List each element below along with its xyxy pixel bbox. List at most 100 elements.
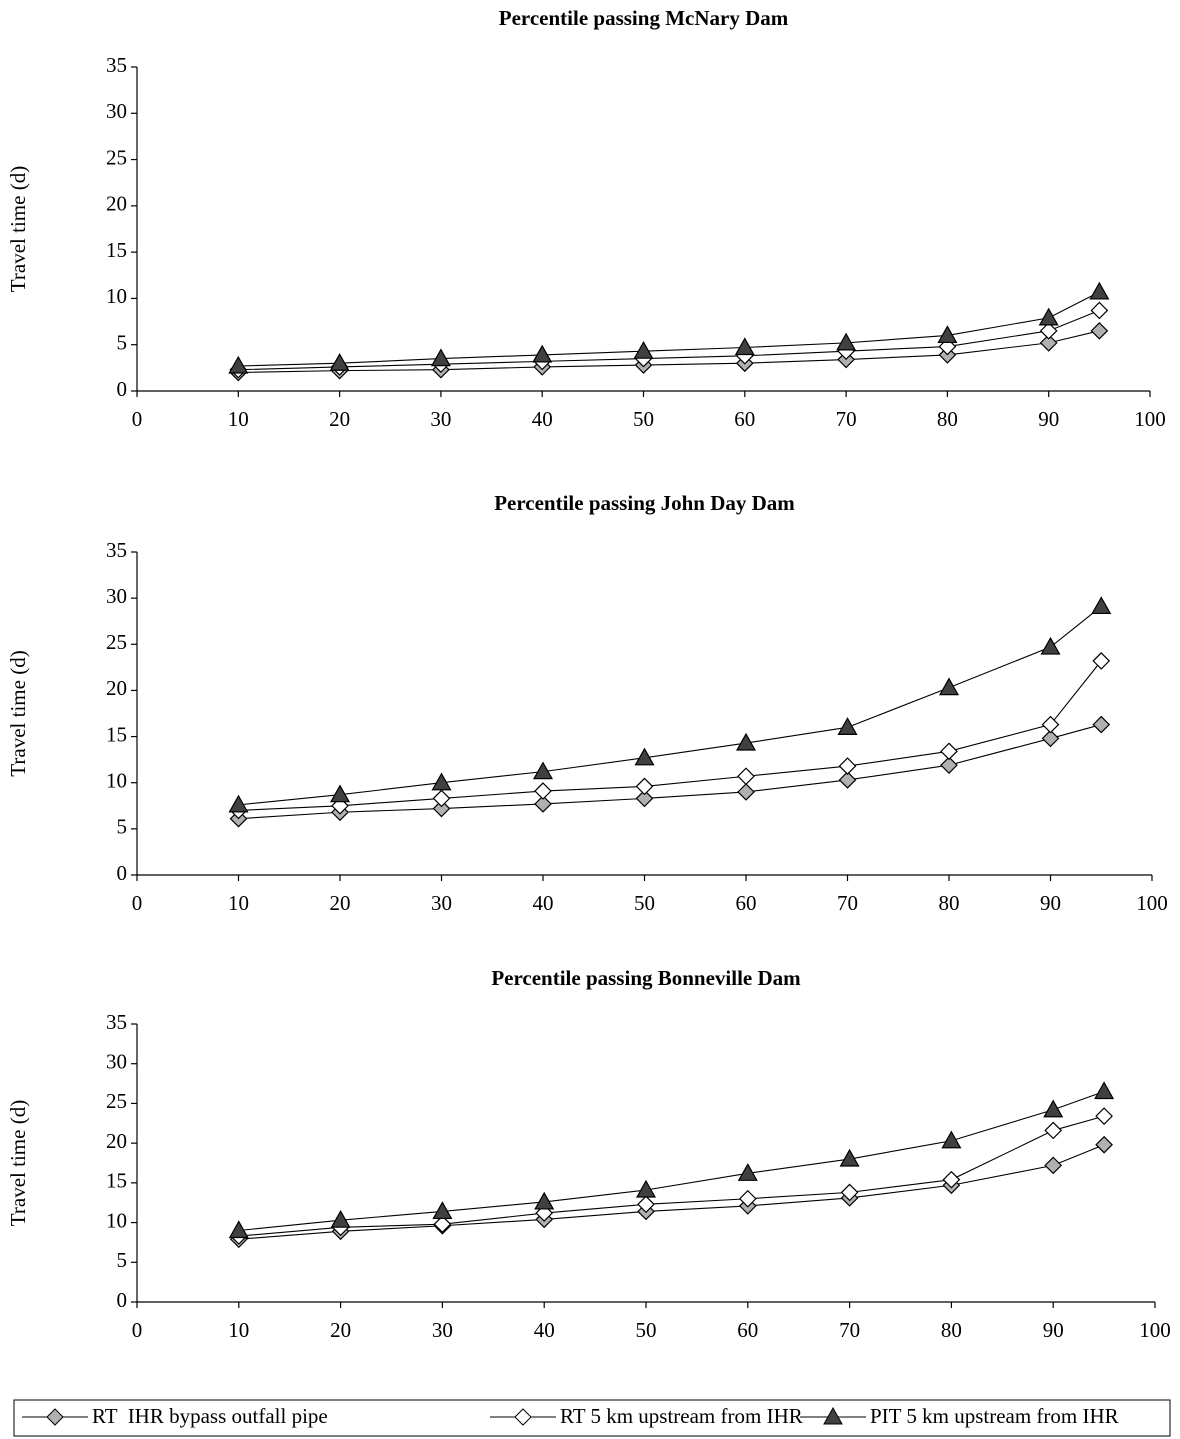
x-tick-label: 10 (228, 407, 249, 431)
y-tick-label: 15 (106, 238, 127, 262)
x-tick-label: 60 (737, 1318, 758, 1342)
y-tick-label: 35 (106, 538, 127, 562)
marker (1089, 281, 1110, 300)
marker (837, 717, 858, 735)
x-tick-label: 100 (1136, 891, 1168, 915)
marker (431, 772, 452, 791)
y-tick-label: 25 (106, 145, 127, 169)
x-tick-label: 80 (939, 891, 960, 915)
y-axis-label: Travel time (d) (6, 650, 30, 776)
marker (329, 353, 350, 371)
x-tick-label: 90 (1043, 1318, 1064, 1342)
marker (1043, 1099, 1064, 1118)
marker (1041, 715, 1060, 734)
y-axis-label: Travel time (d) (6, 166, 30, 292)
x-tick-label: 60 (734, 407, 755, 431)
y-tick-label: 5 (117, 815, 128, 839)
marker (839, 1148, 860, 1167)
marker (1039, 321, 1058, 340)
marker (1094, 1081, 1115, 1100)
marker (1092, 652, 1111, 670)
x-tick-label: 0 (132, 891, 143, 915)
marker (1090, 321, 1109, 340)
chart-title: Percentile passing John Day Dam (494, 491, 795, 515)
y-tick-label: 20 (106, 192, 127, 216)
legend-box (13, 1399, 1171, 1437)
marker (534, 1191, 555, 1210)
marker (633, 340, 654, 359)
y-tick-label: 0 (117, 1288, 128, 1312)
y-tick-label: 30 (106, 1050, 127, 1074)
marker (1044, 1156, 1063, 1175)
series-line (238, 606, 1102, 806)
marker (1040, 636, 1061, 655)
marker (432, 789, 451, 808)
x-tick-label: 70 (836, 407, 857, 431)
marker (329, 784, 351, 803)
marker (942, 1170, 961, 1189)
marker (228, 355, 249, 374)
marker (737, 767, 755, 786)
series-line (238, 1115, 1105, 1237)
x-tick-label: 90 (1040, 891, 1061, 915)
marker (228, 794, 249, 813)
marker (734, 337, 755, 356)
marker (737, 1163, 758, 1181)
marker (838, 771, 857, 789)
y-tick-label: 35 (106, 1010, 127, 1034)
x-tick-label: 30 (431, 891, 452, 915)
legend-label: PIT 5 km upstream from IHR (870, 1404, 1119, 1428)
marker (330, 1209, 351, 1228)
x-tick-label: 80 (941, 1318, 962, 1342)
y-tick-label: 20 (106, 1129, 127, 1153)
x-tick-label: 10 (228, 891, 249, 915)
marker (1095, 1135, 1113, 1154)
x-tick-label: 0 (132, 1318, 143, 1342)
x-tick-label: 100 (1139, 1318, 1171, 1342)
x-tick-label: 20 (330, 891, 351, 915)
series-line (238, 1144, 1105, 1240)
x-tick-label: 50 (634, 891, 655, 915)
marker (1095, 1107, 1113, 1125)
x-tick-label: 100 (1134, 407, 1166, 431)
y-tick-label: 5 (117, 331, 128, 355)
y-tick-label: 35 (106, 53, 127, 77)
chart-title: Percentile passing McNary Dam (499, 6, 789, 30)
y-tick-label: 25 (106, 1089, 127, 1113)
marker (937, 325, 958, 344)
y-tick-label: 10 (106, 769, 127, 793)
marker (635, 777, 654, 796)
series-line (238, 330, 1100, 374)
x-tick-label: 70 (839, 1318, 860, 1342)
marker (940, 756, 958, 775)
marker (1038, 307, 1059, 326)
x-tick-label: 40 (533, 891, 554, 915)
x-tick-label: 50 (636, 1318, 657, 1342)
x-tick-label: 20 (329, 407, 350, 431)
marker (938, 677, 960, 696)
series-line (238, 724, 1102, 820)
marker (941, 1130, 962, 1149)
chart-title: Percentile passing Bonneville Dam (491, 966, 801, 990)
y-tick-label: 5 (117, 1248, 128, 1272)
x-tick-label: 20 (330, 1318, 351, 1342)
marker (635, 789, 654, 808)
y-tick-label: 30 (106, 99, 127, 123)
legend-marker (514, 1408, 532, 1426)
legend-label: RT 5 km upstream from IHR (560, 1404, 803, 1428)
marker (738, 1189, 757, 1208)
marker (432, 1201, 453, 1220)
x-tick-label: 50 (633, 407, 654, 431)
marker (1039, 334, 1058, 352)
x-tick-label: 10 (228, 1318, 249, 1342)
y-tick-label: 0 (117, 861, 128, 885)
marker (1041, 729, 1060, 748)
marker (1090, 301, 1109, 320)
marker (635, 1179, 657, 1198)
marker (433, 1215, 452, 1234)
legend-label: RT IHR bypass outfall pipe (92, 1404, 328, 1428)
series-line (238, 660, 1102, 811)
marker (532, 761, 554, 780)
marker (1092, 715, 1111, 734)
